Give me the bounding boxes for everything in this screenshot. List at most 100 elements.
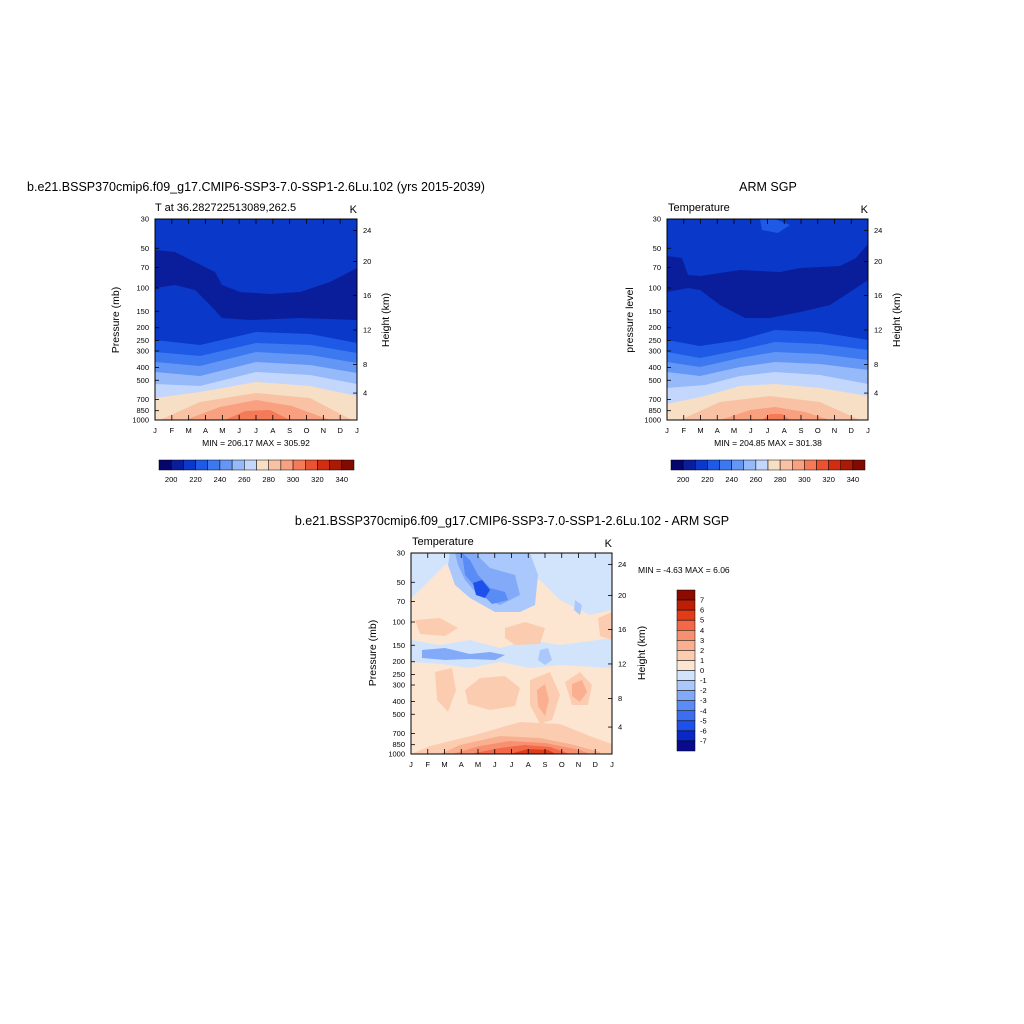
x-tick-label: A <box>203 426 208 435</box>
y-tick-label: 30 <box>653 215 661 224</box>
colorbar-swatch <box>207 459 221 471</box>
x-tick-label: M <box>219 426 225 435</box>
colorbar-swatch <box>852 459 866 471</box>
y-tick-label: 250 <box>392 670 405 679</box>
x-tick-label: N <box>321 426 326 435</box>
colorbar-swatch <box>731 459 744 471</box>
colorbar-label: 4 <box>700 626 704 635</box>
x-tick-label: J <box>610 760 614 769</box>
y-tick-label: 400 <box>392 697 405 706</box>
y-tick-label: 400 <box>648 363 661 372</box>
colorbar-swatch <box>317 459 330 471</box>
colorbar-swatch <box>676 690 696 701</box>
panel-2-colorbar: 200 220 240 260 280 300 320 340 <box>670 459 866 484</box>
colorbar-label: 300 <box>287 475 300 484</box>
obs-temperature-panel: ARM SGP Temperature K pressure level Hei… <box>624 180 903 484</box>
y-tick-right-label: 20 <box>618 591 626 600</box>
colorbar-swatch <box>195 459 208 471</box>
colorbar-swatch <box>268 459 282 471</box>
y-tick-label: 50 <box>141 244 149 253</box>
colorbar-swatch <box>755 459 769 471</box>
colorbar-label: 300 <box>798 475 811 484</box>
colorbar-swatch <box>183 459 196 471</box>
panel-3-title: b.e21.BSSP370cmip6.f09_g17.CMIP6-SSP3-7.… <box>295 514 729 528</box>
x-tick-label: J <box>254 426 258 435</box>
x-tick-label: N <box>576 760 581 769</box>
y-tick-right-label: 20 <box>363 257 371 266</box>
colorbar-swatch <box>158 459 172 471</box>
colorbar-swatch <box>219 459 233 471</box>
y-tick-right-label: 4 <box>618 723 622 732</box>
colorbar-swatch <box>676 710 696 722</box>
panel-2-contour-field <box>667 219 868 420</box>
colorbar-swatch <box>244 459 257 471</box>
colorbar-swatch <box>676 619 696 631</box>
panel-3-contour-field <box>411 553 612 754</box>
y-tick-label: 70 <box>141 263 149 272</box>
colorbar-swatch <box>676 660 696 671</box>
panel-1-ylabel-right: Height (km) <box>380 293 392 347</box>
x-tick-label: S <box>798 426 803 435</box>
x-tick-label: A <box>715 426 720 435</box>
colorbar-swatch <box>292 459 306 471</box>
x-tick-label: J <box>749 426 753 435</box>
panel-3-ylabel: Pressure (mb) <box>367 620 379 687</box>
colorbar-label: 2 <box>700 646 704 655</box>
colorbar-swatch <box>828 459 841 471</box>
colorbar-swatch <box>719 459 732 471</box>
colorbar-label: -6 <box>700 726 707 735</box>
x-tick-label: M <box>441 760 447 769</box>
y-tick-right-label: 4 <box>363 389 367 398</box>
x-tick-label: O <box>304 426 310 435</box>
y-tick-right-label: 12 <box>618 659 626 668</box>
colorbar-label: -7 <box>700 736 707 745</box>
colorbar-label: -2 <box>700 686 707 695</box>
colorbar-swatch <box>767 459 781 471</box>
y-tick-right-label: 4 <box>874 389 878 398</box>
colorbar-swatch <box>682 459 696 471</box>
y-tick-label: 500 <box>392 710 405 719</box>
x-tick-label: J <box>355 426 359 435</box>
x-tick-label: F <box>681 426 686 435</box>
panel-1-units: K <box>350 204 358 216</box>
x-tick-label: A <box>270 426 275 435</box>
y-tick-label: 150 <box>392 641 405 650</box>
colorbar-swatch <box>676 700 696 711</box>
panel-2-title: ARM SGP <box>739 180 797 194</box>
colorbar-swatch <box>816 459 829 471</box>
y-tick-label: 700 <box>136 395 149 404</box>
colorbar-swatch <box>695 459 708 471</box>
panel-1-stats: MIN = 206.17 MAX = 305.92 <box>202 438 310 448</box>
x-tick-label: J <box>237 426 241 435</box>
y-tick-label: 150 <box>648 307 661 316</box>
colorbar-label: -4 <box>700 706 707 715</box>
colorbar-swatch <box>170 459 184 471</box>
panel-1-colorbar: 200 220 240 260 280 300 320 340 <box>158 459 355 484</box>
y-tick-label: 50 <box>397 578 405 587</box>
colorbar-label: 220 <box>701 475 714 484</box>
y-tick-right-label: 24 <box>363 226 371 235</box>
colorbar-swatch <box>341 459 355 471</box>
colorbar-label: 320 <box>822 475 835 484</box>
colorbar-label: 220 <box>189 475 202 484</box>
y-tick-label: 200 <box>648 323 661 332</box>
panel-2-ylabel: pressure level <box>624 287 636 352</box>
y-tick-label: 700 <box>648 395 661 404</box>
y-tick-label: 150 <box>136 307 149 316</box>
y-tick-label: 850 <box>136 406 149 415</box>
colorbar-swatch <box>676 680 696 691</box>
x-tick-label: A <box>526 760 531 769</box>
panel-3-left-label: Temperature <box>412 536 474 548</box>
panel-1-contour-field <box>155 219 357 420</box>
colorbar-label: 340 <box>847 475 860 484</box>
x-tick-label: D <box>593 760 599 769</box>
panel-1-ylabel: Pressure (mb) <box>110 287 122 354</box>
y-tick-label: 400 <box>136 363 149 372</box>
panel-2-ylabel-right: Height (km) <box>891 293 903 347</box>
x-tick-label: A <box>459 760 464 769</box>
panel-1-left-label: T at 36.282722513089,262.5 <box>155 202 296 214</box>
panel-3-ylabel-right: Height (km) <box>636 626 648 680</box>
colorbar-swatch <box>256 459 269 471</box>
